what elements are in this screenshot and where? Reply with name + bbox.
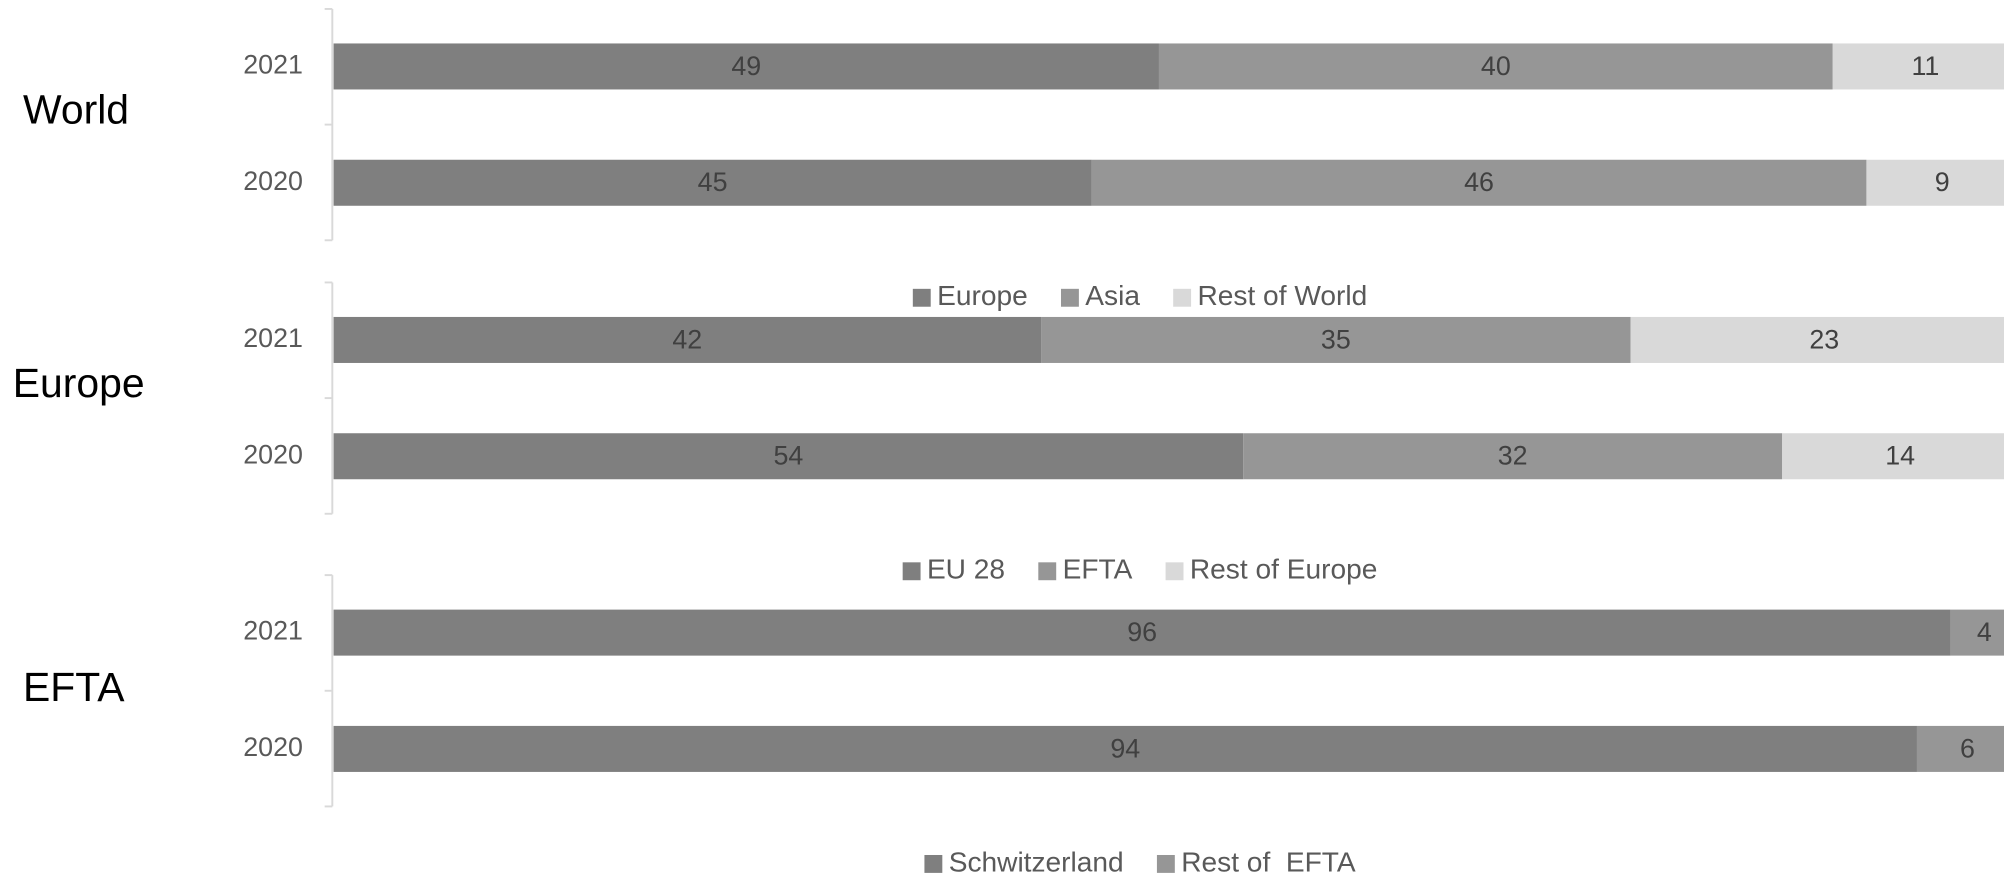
- value-label: 35: [1321, 324, 1351, 354]
- bar-segment: [1782, 433, 2004, 480]
- bar-segment: [1243, 433, 1783, 480]
- value-label: 45: [698, 167, 728, 197]
- category-label: 2020: [243, 439, 303, 469]
- legend-swatch: [912, 288, 931, 307]
- bar-segment: [333, 725, 1917, 772]
- value-label: 42: [672, 324, 702, 354]
- value-label: 14: [1885, 441, 1915, 471]
- bar-segment: [333, 433, 1244, 480]
- value-label: 96: [1127, 617, 1157, 647]
- legend-label: Asia: [1085, 280, 1140, 311]
- value-label: 49: [731, 51, 761, 81]
- value-label: 9: [1935, 167, 1950, 197]
- bar-segment: [1950, 609, 2004, 656]
- chart-title: World: [23, 86, 129, 132]
- legend-swatch: [902, 562, 921, 581]
- legend-label: Rest of Europe: [1190, 554, 1378, 585]
- chart-title: Europe: [13, 360, 145, 406]
- bar-segment: [1041, 316, 1631, 363]
- bar-segment: [1916, 725, 2004, 772]
- legend-label: Europe: [937, 280, 1028, 311]
- bar-segment: [1091, 159, 1867, 206]
- bar-segment: [1158, 43, 1833, 90]
- value-label: 94: [1110, 733, 1140, 763]
- category-label: 2021: [243, 616, 303, 646]
- value-label: 32: [1498, 441, 1528, 471]
- bar-segment: [333, 43, 1159, 90]
- legend-swatch: [1173, 288, 1192, 307]
- value-label: 4: [1977, 617, 1992, 647]
- bar-segment: [1832, 43, 2004, 90]
- legend-label: EU 28: [927, 554, 1005, 585]
- bar-segment: [333, 609, 1951, 656]
- value-label: 40: [1481, 51, 1511, 81]
- bar-segment: [1630, 316, 2004, 363]
- chart-title: EFTA: [23, 664, 125, 710]
- legend-swatch: [1156, 854, 1175, 873]
- value-label: 11: [1911, 51, 1939, 81]
- legend-swatch: [1165, 562, 1184, 581]
- category-label: 2020: [243, 166, 303, 196]
- category-label: 2020: [243, 732, 303, 762]
- legend-label: EFTA: [1063, 554, 1133, 585]
- bar-segment: [1866, 159, 2004, 206]
- legend-swatch: [1060, 288, 1079, 307]
- legend-label: Rest of EFTA: [1181, 846, 1356, 877]
- category-label: 2021: [243, 50, 303, 80]
- legend-label: Schwitzerland: [949, 846, 1124, 877]
- legend-swatch: [924, 854, 943, 873]
- value-label: 6: [1960, 733, 1975, 763]
- value-label: 54: [773, 441, 803, 471]
- legend-label: Rest of World: [1197, 280, 1367, 311]
- bar-segment: [333, 316, 1042, 363]
- value-label: 46: [1464, 167, 1494, 197]
- legend-swatch: [1038, 562, 1057, 581]
- bar-segment: [333, 159, 1092, 206]
- category-label: 2021: [243, 323, 303, 353]
- value-label: 23: [1809, 324, 1839, 354]
